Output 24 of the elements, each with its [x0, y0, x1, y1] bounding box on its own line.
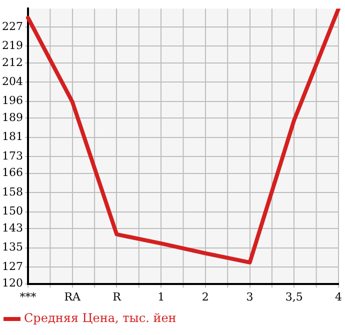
x-tick-label: *** — [20, 290, 37, 304]
y-tick-label: 219 — [2, 39, 23, 52]
x-tick-label: 1 — [158, 290, 165, 304]
legend-label: Средняя Цена, тыс. йен — [24, 311, 176, 326]
x-tick-label: RA — [64, 290, 82, 304]
y-tick-label: 189 — [2, 111, 23, 124]
y-tick-label: 212 — [2, 56, 23, 69]
y-tick-label: 173 — [2, 149, 23, 162]
x-tick-label: 3 — [246, 290, 254, 304]
y-tick-label: 143 — [2, 221, 23, 234]
x-tick-label: 4 — [335, 290, 342, 304]
y-tick-label: 120 — [2, 276, 23, 290]
y-tick-label: 158 — [2, 185, 23, 198]
y-tick-label: 196 — [2, 94, 23, 108]
x-tick-label: 3,5 — [285, 290, 303, 304]
y-tick-label: 166 — [2, 166, 23, 180]
y-tick-label: 227 — [2, 20, 23, 33]
y-tick-label: 127 — [2, 260, 23, 273]
x-tick-label: R — [112, 290, 122, 304]
y-tick-label: 204 — [2, 75, 23, 88]
y-tick-label: 135 — [2, 240, 23, 254]
y-tick-label: 150 — [2, 204, 23, 218]
y-tick-label: 181 — [2, 130, 23, 144]
x-tick-label: 2 — [202, 290, 209, 304]
